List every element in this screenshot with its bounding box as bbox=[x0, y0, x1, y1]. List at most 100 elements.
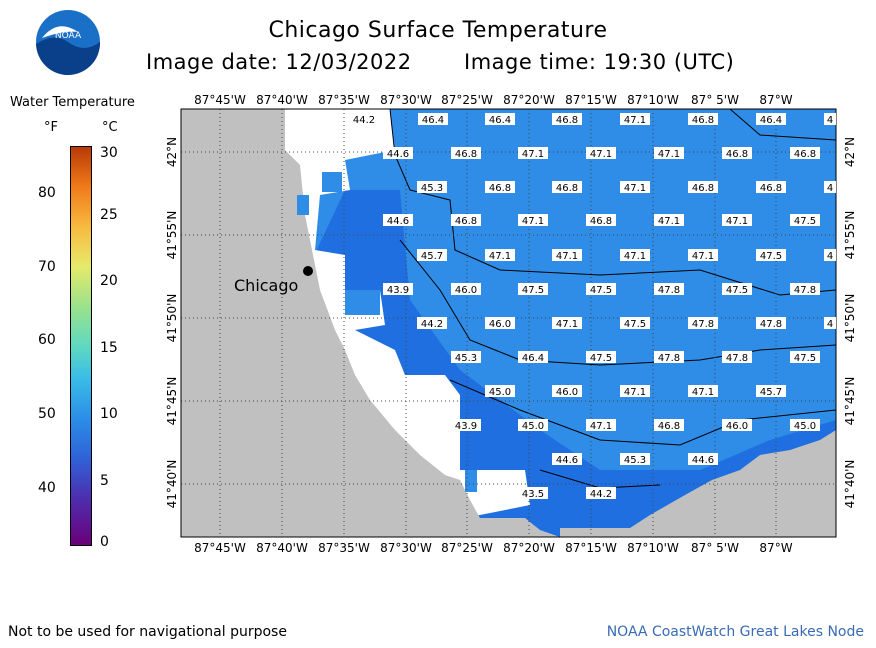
temp-label: 47.5 bbox=[794, 353, 816, 364]
temp-label-bg bbox=[451, 283, 481, 295]
temp-label-bg bbox=[790, 214, 820, 226]
temp-label: 47.5 bbox=[590, 353, 612, 364]
lat-label: 41°55'N bbox=[165, 211, 179, 260]
lat-label: 41°45'N bbox=[165, 377, 179, 426]
temp-label: 46.0 bbox=[455, 285, 477, 296]
image-time: Image time: 19:30 (UTC) bbox=[464, 50, 735, 74]
temp-label: 45.0 bbox=[794, 421, 816, 432]
temp-label: 46.8 bbox=[556, 115, 578, 126]
contour-line bbox=[729, 108, 837, 141]
temp-label: 4 bbox=[827, 251, 833, 262]
temp-label-bg bbox=[824, 317, 836, 329]
temp-label: 46.8 bbox=[692, 115, 714, 126]
lon-label: 87° 5'W bbox=[691, 93, 739, 107]
temp-label-bg bbox=[485, 113, 515, 125]
temp-label-bg bbox=[756, 317, 786, 329]
temp-label-bg bbox=[417, 249, 447, 261]
lon-label: 87°35'W bbox=[318, 93, 370, 107]
temp-label: 47.1 bbox=[658, 149, 680, 160]
logo-bird bbox=[42, 26, 78, 38]
temp-label: 4 bbox=[827, 319, 833, 330]
temp-label-bg bbox=[485, 249, 515, 261]
temp-label-bg bbox=[654, 283, 684, 295]
temp-label-bg bbox=[790, 419, 820, 431]
temp-label: 46.4 bbox=[489, 115, 511, 126]
c-tick: 5 bbox=[100, 473, 109, 489]
water-pixel bbox=[297, 195, 309, 215]
temp-label-bg bbox=[552, 317, 582, 329]
temp-label-bg bbox=[824, 181, 836, 193]
temp-label: 45.7 bbox=[760, 387, 782, 398]
lon-label: 87°30'W bbox=[380, 541, 432, 555]
temp-label-bg bbox=[654, 351, 684, 363]
temp-label: 47.8 bbox=[760, 319, 782, 330]
temperature-colorbar bbox=[70, 146, 92, 546]
temp-label: 47.8 bbox=[658, 353, 680, 364]
temp-label-bg bbox=[518, 487, 548, 499]
chicago-marker bbox=[303, 266, 313, 276]
lat-label: 42°N bbox=[165, 137, 179, 167]
temp-label: 46.8 bbox=[590, 216, 612, 227]
c-tick: 20 bbox=[100, 273, 118, 289]
temp-label-bg bbox=[722, 283, 752, 295]
lon-label: 87°30'W bbox=[380, 93, 432, 107]
temp-label: 45.3 bbox=[421, 183, 443, 194]
logo-text: NOAA bbox=[55, 31, 82, 41]
water-pixel bbox=[345, 290, 380, 315]
temp-label: 46.8 bbox=[726, 149, 748, 160]
temp-label: 46.8 bbox=[489, 183, 511, 194]
c-tick: 25 bbox=[100, 207, 118, 223]
temp-label: 47.1 bbox=[489, 251, 511, 262]
lat-label: 41°50'N bbox=[165, 294, 179, 343]
temp-label: 47.1 bbox=[624, 251, 646, 262]
temp-label: 47.5 bbox=[760, 251, 782, 262]
lat-label: 42°N bbox=[843, 137, 857, 167]
temp-label-bg bbox=[756, 113, 786, 125]
temp-label: 44.6 bbox=[387, 149, 409, 160]
graticule bbox=[181, 109, 836, 537]
temp-label: 46.0 bbox=[726, 421, 748, 432]
temp-label-bg bbox=[688, 113, 718, 125]
lat-labels-right: 42°N 41°55'N 41°50'N 41°45'N 41°40'N bbox=[843, 137, 857, 509]
temp-label-bg bbox=[756, 385, 786, 397]
temp-label-bg bbox=[518, 283, 548, 295]
temp-label-bg bbox=[790, 351, 820, 363]
temp-label: 43.9 bbox=[455, 421, 477, 432]
lat-label: 41°40'N bbox=[843, 460, 857, 509]
temp-label-bg bbox=[654, 214, 684, 226]
temp-label-bg bbox=[756, 181, 786, 193]
lon-labels-bottom: 87°45'W 87°40'W 87°35'W 87°30'W 87°25'W … bbox=[194, 541, 793, 555]
temp-label-bg bbox=[620, 317, 650, 329]
temp-label: 45.0 bbox=[522, 421, 544, 432]
disclaimer-text: Not to be used for navigational purpose bbox=[8, 624, 287, 640]
temp-label: 47.8 bbox=[658, 285, 680, 296]
temp-label-bg bbox=[349, 113, 379, 125]
lat-labels-left: 42°N 41°55'N 41°50'N 41°45'N 41°40'N bbox=[165, 137, 179, 509]
c-tick: 30 bbox=[100, 145, 118, 161]
c-tick: 10 bbox=[100, 406, 118, 422]
temp-label-bg bbox=[586, 351, 616, 363]
temp-label: 47.5 bbox=[794, 216, 816, 227]
temp-label-bg bbox=[552, 385, 582, 397]
temp-label: 46.8 bbox=[692, 183, 714, 194]
lon-label: 87°15'W bbox=[565, 93, 617, 107]
temp-label: 45.3 bbox=[455, 353, 477, 364]
temp-label: 47.8 bbox=[794, 285, 816, 296]
lat-label: 41°40'N bbox=[165, 460, 179, 509]
temp-label: 44.6 bbox=[387, 216, 409, 227]
temp-label-bg bbox=[383, 283, 413, 295]
lon-label: 87°25'W bbox=[441, 93, 493, 107]
temp-label: 47.5 bbox=[522, 285, 544, 296]
temp-label: 47.1 bbox=[624, 387, 646, 398]
temp-label-bg bbox=[722, 214, 752, 226]
contour-line bbox=[389, 108, 837, 296]
temp-label: 47.1 bbox=[522, 149, 544, 160]
lat-label: 41°45'N bbox=[843, 377, 857, 426]
unit-fahrenheit: °F bbox=[44, 120, 58, 135]
lon-label: 87°40'W bbox=[256, 93, 308, 107]
temp-label: 47.1 bbox=[522, 216, 544, 227]
lon-label: 87°10'W bbox=[627, 541, 679, 555]
temp-label: 44.6 bbox=[692, 455, 714, 466]
lon-label: 87°20'W bbox=[503, 541, 555, 555]
temp-label-bg bbox=[418, 113, 448, 125]
